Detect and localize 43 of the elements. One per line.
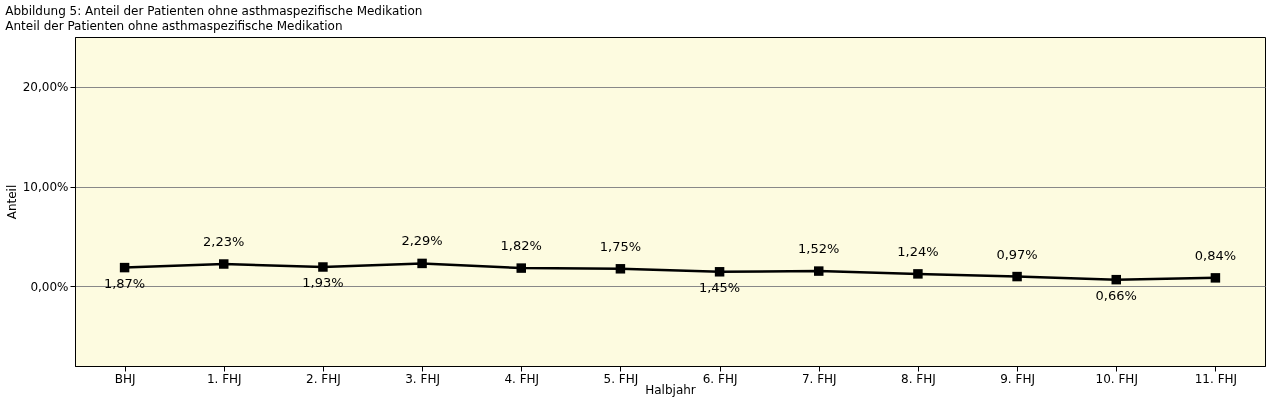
data-label: 1,52% [798, 241, 840, 257]
point [318, 262, 328, 272]
data-label: 2,29% [401, 233, 443, 249]
point [516, 263, 526, 273]
x-tick-label: 7. FHJ [801, 371, 837, 386]
point [615, 264, 626, 274]
x-tick-label: BHJ [114, 371, 136, 386]
y-tick-label: 0,00% [30, 279, 69, 294]
x-tick-label: 10. FHJ [1095, 371, 1138, 386]
data-label: 1,45% [698, 279, 741, 295]
data-label: 1,93% [302, 275, 344, 290]
x-tick-label: 2. FHJ [306, 371, 341, 386]
data-label: 1,82% [500, 238, 542, 254]
point [913, 269, 923, 279]
data-label: 1,24% [897, 243, 939, 259]
x-tick-label: 11. FHJ [1194, 371, 1238, 386]
point [814, 266, 824, 276]
data-label: 1,75% [599, 238, 642, 254]
data-label: 0,97% [996, 246, 1038, 262]
y-axis-title: Anteil [4, 184, 19, 220]
data-label: 1,87% [103, 275, 146, 291]
x-tick-label: 8. FHJ [901, 371, 936, 386]
point [714, 267, 725, 277]
point [1111, 274, 1121, 285]
data-label: 0,66% [1095, 287, 1137, 303]
x-tick-label: 6. FHJ [702, 371, 738, 386]
chart-title: Abbildung 5: Anteil der Patienten ohne asthmaspezifische Medikation [5, 4, 423, 18]
data-label: 0,84% [1194, 247, 1237, 263]
point [417, 258, 427, 269]
chart-subtitle: Anteil der Patienten ohne asthmaspezifische Medikation [5, 19, 343, 33]
point [1210, 273, 1221, 283]
x-tick-label: 4. FHJ [504, 371, 540, 386]
point [119, 262, 130, 273]
x-tick-label: 9. FHJ [1000, 371, 1035, 386]
x-tick-label: 1. FHJ [206, 371, 242, 386]
point [1012, 271, 1022, 282]
x-tick-label: 5. FHJ [603, 371, 639, 386]
data-label: 2,23% [203, 234, 245, 250]
y-tick-label: 20,00% [22, 80, 69, 95]
y-tick-label: 10,00% [22, 180, 69, 195]
x-axis-title: Halbjahr [645, 382, 696, 397]
point [219, 259, 229, 269]
x-tick-label: 3. FHJ [405, 371, 440, 386]
